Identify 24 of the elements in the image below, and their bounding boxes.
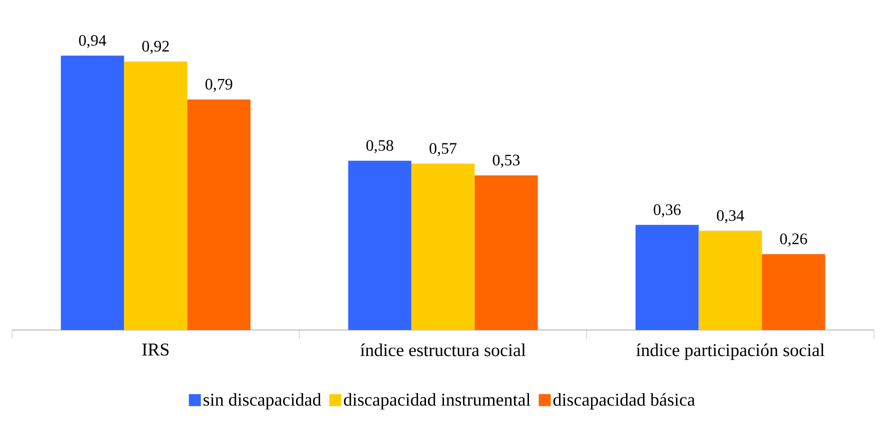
legend-label: discapacidad instrumental: [344, 393, 530, 410]
bar: [187, 99, 250, 330]
legend-label: sin discapacidad: [204, 393, 322, 410]
bar: [60, 56, 124, 330]
bar: [348, 160, 412, 330]
data-label: 0,53: [492, 154, 520, 168]
legend-label: discapacidad básica: [553, 393, 695, 410]
x-tick-label: índice participación social: [636, 344, 824, 360]
data-label: 0,36: [654, 204, 681, 218]
x-tick-label: IRS: [142, 344, 169, 356]
bar: [474, 175, 538, 330]
data-label: 0,94: [79, 35, 106, 48]
bar: [762, 254, 826, 330]
data-label: 0,57: [430, 143, 457, 156]
data-label: 0,58: [366, 140, 394, 154]
bar: [411, 164, 475, 330]
bar: [124, 62, 188, 330]
data-label: 0,26: [780, 233, 808, 247]
data-label: 0,34: [716, 210, 744, 224]
bar: [636, 224, 699, 330]
data-label: 0,79: [205, 78, 232, 92]
data-label: 0,92: [142, 40, 169, 54]
bar: [698, 230, 762, 330]
x-tick-label: índice estructura social: [360, 344, 526, 356]
